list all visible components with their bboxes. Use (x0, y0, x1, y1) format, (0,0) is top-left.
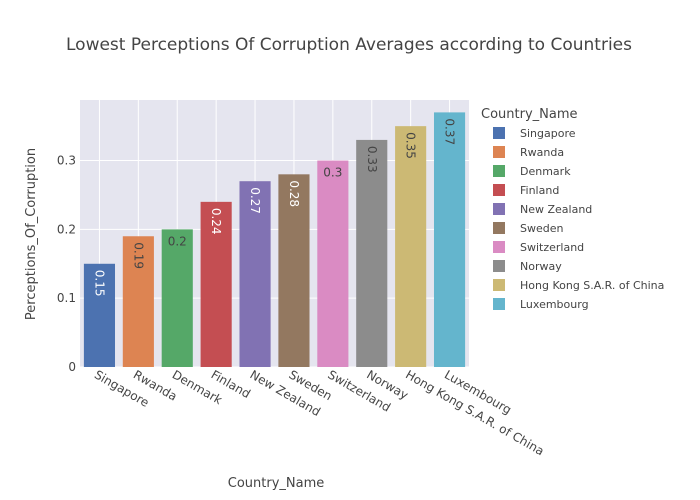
legend-label: Sweden (520, 222, 563, 235)
legend-label: New Zealand (520, 203, 592, 216)
data-labels: 0.15 0.19 0.2 0.24 0.27 0.28 0.3 0.33 0.35 0.37 (92, 118, 456, 296)
legend-swatch (493, 146, 505, 158)
legend-title: Country_Name (481, 107, 578, 122)
chart-title: Lowest Perceptions Of Corruption Average… (66, 35, 632, 55)
bars (83, 112, 466, 368)
y-tick-label: 0.1 (57, 291, 76, 305)
y-tick-label: 0.3 (57, 154, 76, 168)
legend-swatch (493, 127, 505, 139)
bar (317, 160, 349, 367)
x-axis-title: Country_Name (228, 476, 325, 491)
legend-label: Singapore (520, 127, 576, 140)
bar (239, 181, 271, 367)
bar (161, 229, 193, 367)
legend-swatch (493, 260, 505, 272)
bar (356, 139, 388, 367)
bar-value-label: 0.24 (209, 208, 223, 235)
bar (433, 112, 466, 367)
bar-value-label: 0.37 (443, 118, 457, 145)
legend-label: Finland (520, 184, 559, 197)
y-axis-title: Perceptions_Of_Corruption (24, 148, 39, 320)
legend-label: Denmark (520, 165, 571, 178)
legend-swatch (493, 184, 505, 196)
legend-swatch (493, 279, 505, 291)
legend-label: Rwanda (520, 146, 564, 159)
y-axis-ticks: 0 0.1 0.2 0.3 (57, 154, 76, 374)
legend-swatch (493, 241, 505, 253)
legend-swatch (493, 203, 505, 215)
bar-value-label: 0.35 (404, 132, 418, 159)
legend-label: Luxembourg (520, 298, 589, 311)
legend: Country_Name Singapore Rwanda Denmark Finla… (481, 107, 664, 311)
bar-value-label: 0.33 (365, 146, 379, 173)
bar-value-label: 0.27 (248, 187, 262, 214)
bar-value-label: 0.3 (323, 166, 342, 180)
y-tick-label: 0.2 (57, 222, 76, 236)
bar-value-label: 0.15 (92, 270, 106, 297)
bar (200, 201, 232, 367)
bar-value-label: 0.2 (168, 234, 187, 248)
y-tick-label: 0 (68, 360, 76, 374)
bar (122, 236, 154, 367)
legend-swatch (493, 298, 505, 310)
legend-swatch (493, 222, 505, 234)
legend-label: Switzerland (520, 241, 584, 254)
legend-label: Hong Kong S.A.R. of China (520, 279, 664, 292)
legend-items: Singapore Rwanda Denmark Finland New Zealand… (493, 127, 664, 311)
bar (278, 174, 310, 367)
bar (395, 126, 427, 368)
legend-swatch (493, 165, 505, 177)
bar-value-label: 0.28 (287, 180, 301, 207)
bar (83, 263, 116, 367)
legend-label: Norway (520, 260, 562, 273)
bar-value-label: 0.19 (131, 242, 145, 269)
